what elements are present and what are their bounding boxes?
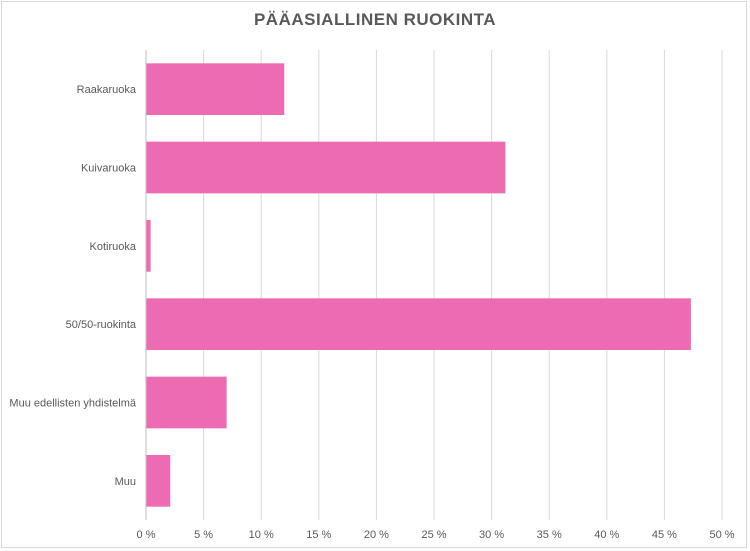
tick-labels: 0 % 5 % 10 % 15 % 20 % 25 % 30 % 35 % 40 % 45 % 50…	[137, 529, 735, 541]
x-tick-label: 25 %	[421, 529, 446, 541]
bar	[146, 141, 506, 194]
x-tick-label: 20 %	[364, 529, 389, 541]
x-tick-label: 15 %	[306, 529, 331, 541]
bar	[146, 63, 285, 116]
x-tick-label: 5 %	[194, 529, 213, 541]
x-tick-label: 0 %	[137, 529, 156, 541]
category-label: Raakaruoka	[77, 84, 137, 96]
x-tick-label: 30 %	[479, 529, 504, 541]
bar	[146, 298, 691, 351]
category-labels: Raakaruoka Kuivaruoka Kotiruoka 50/50-ruoki…	[9, 84, 136, 488]
x-tick-label: 35 %	[537, 529, 562, 541]
category-label: Kotiruoka	[90, 241, 137, 253]
category-label: Kuivaruoka	[81, 163, 137, 175]
category-label: Muu edellisten yhdistelmä	[9, 398, 136, 410]
bar	[146, 454, 171, 507]
category-label: Muu	[115, 476, 136, 488]
x-tick-label: 40 %	[594, 529, 619, 541]
gridlines	[203, 50, 723, 520]
chart-title: PÄÄASIALLINEN RUOKINTA	[253, 10, 497, 29]
category-label: 50/50-ruokinta	[66, 319, 137, 331]
x-tick-label: 50 %	[709, 529, 734, 541]
bar	[146, 219, 151, 272]
bar	[146, 376, 227, 429]
x-tick-label: 10 %	[249, 529, 274, 541]
x-tick-label: 45 %	[652, 529, 677, 541]
bars	[146, 63, 691, 507]
